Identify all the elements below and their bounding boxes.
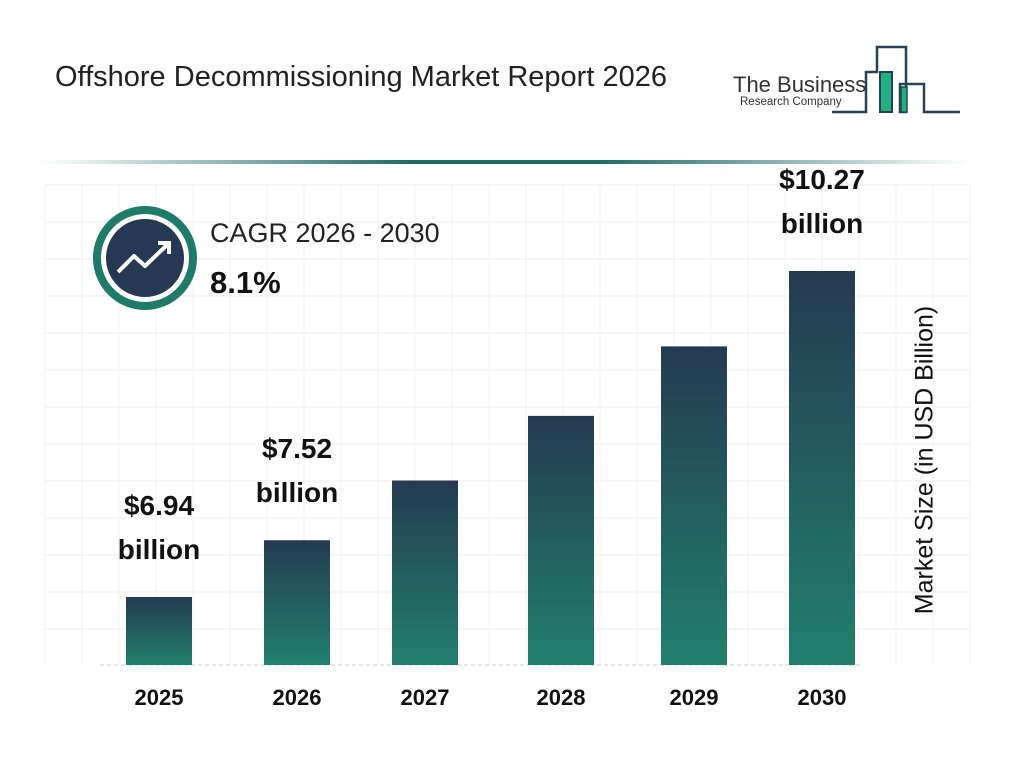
bar-2027 — [392, 480, 458, 665]
data-label: billion — [256, 477, 338, 508]
cagr-label: CAGR 2026 - 2030 — [210, 218, 440, 248]
data-label: billion — [781, 208, 863, 239]
x-tick-label: 2026 — [273, 685, 322, 710]
x-tick-label: 2027 — [401, 685, 450, 710]
data-label: $6.94 — [124, 490, 194, 521]
bar-2029 — [661, 346, 727, 665]
cagr-value: 8.1% — [210, 265, 281, 300]
x-tick-label: 2030 — [798, 685, 847, 710]
bar-2026 — [264, 540, 330, 665]
x-tick-label: 2029 — [670, 685, 719, 710]
bar-2028 — [528, 415, 594, 665]
bar-2025 — [126, 597, 192, 665]
data-label: billion — [118, 534, 200, 565]
company-logo: The Business Research Company — [720, 40, 970, 120]
logo-line1: The Business — [733, 72, 867, 97]
page-title: Offshore Decommissioning Market Report 2… — [55, 61, 667, 93]
logo-buildings-icon — [832, 45, 960, 114]
logo-line2: Research Company — [740, 96, 842, 108]
data-label: $7.52 — [262, 433, 332, 464]
trending-up-icon — [116, 242, 170, 274]
data-label: $10.27 — [779, 164, 865, 195]
bar-2030 — [789, 271, 855, 665]
x-tick-label: 2028 — [537, 685, 586, 710]
x-tick-label: 2025 — [135, 685, 184, 710]
y-axis-label: Market Size (in USD Billion) — [910, 305, 939, 615]
header-divider — [40, 160, 970, 164]
cagr-badge — [93, 206, 197, 310]
